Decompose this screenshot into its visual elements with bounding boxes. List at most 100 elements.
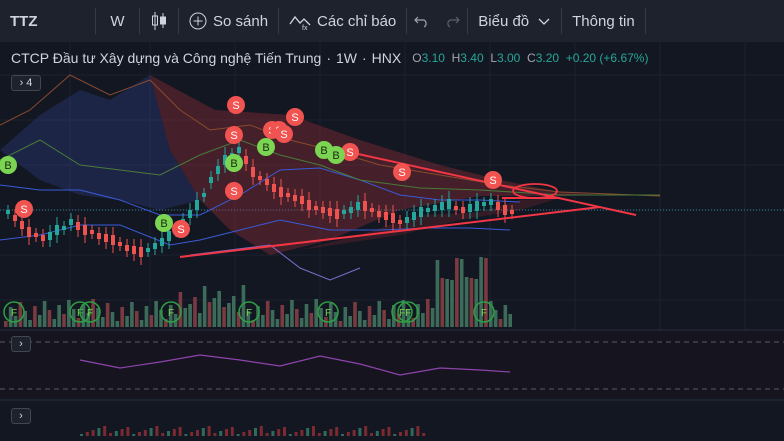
macd-histogram-bar (410, 428, 414, 436)
candle-body (300, 196, 304, 204)
volume-bar (411, 318, 415, 327)
macd-histogram-bar (306, 428, 310, 436)
compare-label: So sánh (213, 12, 269, 30)
volume-bar (319, 308, 323, 327)
sell-signal-marker: S (286, 108, 304, 126)
candle-body (111, 235, 115, 245)
indicators-toggle[interactable]: › 4 (11, 75, 41, 91)
legend-separator: · (326, 50, 331, 66)
redo-button[interactable] (437, 0, 467, 42)
candle-body (132, 246, 136, 254)
candle-body (27, 227, 31, 237)
marker-label: S (177, 224, 184, 236)
macd-histogram-bar (254, 428, 257, 436)
interval-label: W (110, 12, 125, 30)
candle-body (321, 207, 325, 213)
sell-signal-marker: S (15, 200, 33, 218)
volume-bar (198, 313, 202, 327)
indicator-wave-icon: fx (289, 12, 311, 30)
macd-histogram-bar (103, 426, 107, 436)
legend-separator: · (362, 50, 367, 66)
volume-bar (362, 320, 367, 327)
close-label: C (527, 51, 536, 65)
candle-body (412, 212, 416, 220)
buy-signal-marker: B (327, 146, 345, 164)
volume-bar (401, 300, 406, 327)
volume-bar (290, 300, 294, 327)
volume-bar (489, 301, 493, 327)
indicators-button[interactable]: fx Các chỉ báo (279, 0, 406, 42)
undo-button[interactable] (407, 0, 437, 42)
macd-histogram-bar (335, 427, 339, 436)
pane-toggle[interactable]: › (11, 336, 31, 352)
marker-label: S (489, 175, 496, 187)
volume-bar (367, 306, 372, 327)
candle-body (440, 202, 444, 210)
volume-bar (139, 320, 144, 327)
info-button[interactable]: Thông tin (562, 0, 645, 42)
interval-button[interactable]: W (96, 0, 139, 42)
volume-bar (493, 310, 498, 327)
volume-bar (236, 312, 241, 327)
candle-body (167, 231, 171, 241)
macd-histogram-bar (138, 432, 141, 436)
volume-bar (445, 279, 449, 327)
marker-label: S (20, 204, 27, 216)
trend-line (179, 206, 601, 258)
marker-label: S (291, 112, 298, 124)
volume-bar (42, 301, 47, 327)
legend-title: CTCP Đầu tư Xây dựng và Công nghệ Tiến T… (11, 50, 322, 66)
marker-circle (172, 220, 190, 238)
volume-bar (425, 299, 430, 327)
redo-icon (447, 16, 461, 28)
macd-histogram-bar (265, 433, 269, 436)
buy-signal-marker: B (155, 214, 173, 232)
top-toolbar: TTZ W So sánh fx Các chỉ báo Biểu đồ (0, 0, 784, 43)
marker-label: F (325, 308, 331, 319)
macd-histogram-bar (294, 432, 298, 436)
volume-bar (304, 304, 309, 327)
candle-body (391, 213, 395, 223)
volume-bar (110, 312, 115, 327)
candle-body (195, 200, 199, 210)
volume-bar (144, 306, 149, 327)
compare-button[interactable]: So sánh (179, 0, 278, 42)
volume-bar (130, 302, 134, 327)
chart-style-button[interactable] (140, 0, 178, 42)
macd-histogram-bar (120, 429, 124, 436)
candle-body (426, 208, 430, 212)
volume-bar (508, 314, 512, 327)
macd-histogram-bar (375, 431, 379, 436)
candle-body (251, 167, 255, 177)
chevron-right-icon: › (19, 77, 24, 89)
candle-body (475, 201, 479, 211)
candle-body (503, 205, 507, 215)
buy-signal-marker: B (257, 138, 275, 156)
candle-body (188, 210, 192, 218)
price-chart[interactable]: SSSSSSSSSSSSBBBBBBFFFFFFFFF (0, 42, 784, 436)
macd-histogram-bar (399, 432, 402, 436)
flag-signal-marker: F (391, 301, 413, 323)
chart-legend: CTCP Đầu tư Xây dựng và Công nghệ Tiến T… (11, 50, 648, 66)
volume-bar (202, 286, 207, 327)
macd-histogram-bar (172, 429, 176, 436)
marker-label: F (246, 308, 252, 319)
macd-histogram-bar (341, 434, 344, 436)
chart-area[interactable]: SSSSSSSSSSSSBBBBBBFFFFFFFFF (0, 42, 784, 436)
volume-bar (430, 308, 435, 327)
high-value: 3.40 (460, 51, 484, 65)
indicator-line (189, 244, 361, 281)
chart-type-menu[interactable]: Biểu đồ (468, 0, 561, 42)
marker-circle (327, 146, 345, 164)
marker-label: F (168, 308, 174, 319)
pane-toggle[interactable]: › (11, 408, 31, 424)
marker-circle (341, 143, 359, 161)
volume-bar (81, 304, 86, 327)
symbol-search[interactable]: TTZ (0, 0, 95, 42)
volume-bar (67, 300, 71, 327)
volume-bar (188, 304, 192, 327)
candle-body (244, 156, 248, 164)
sell-signal-marker: S (341, 143, 359, 161)
macd-histogram-bar (85, 432, 89, 436)
candle-body (314, 206, 318, 210)
